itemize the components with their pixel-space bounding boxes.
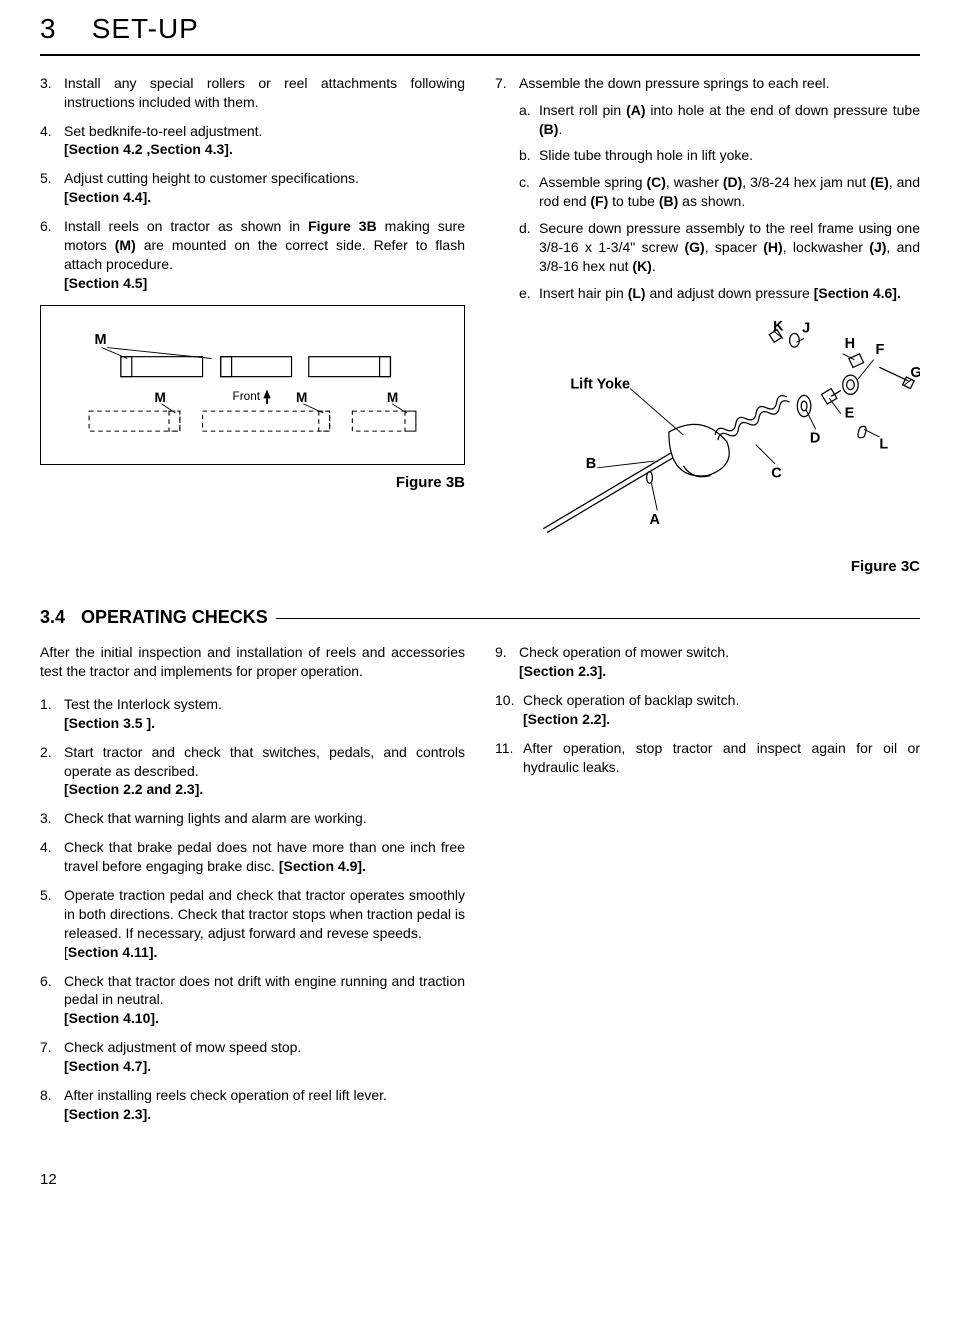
- setup-item-3: 3. Install any special rollers or reel a…: [40, 74, 465, 112]
- svg-text:M: M: [296, 390, 307, 405]
- check-10: 10. Check operation of backlap switch.[S…: [495, 691, 920, 729]
- setup-item-4: 4. Set bedknife-to-reel adjustment. [Sec…: [40, 122, 465, 160]
- heading-rule: [276, 618, 920, 619]
- setup-right-col: 7. Assemble the down pressure springs to…: [495, 74, 920, 577]
- check-6: 6. Check that tractor does not drift wit…: [40, 972, 465, 1029]
- setup-left-col: 3. Install any special rollers or reel a…: [40, 74, 465, 577]
- svg-text:Front: Front: [233, 389, 261, 403]
- checks-right-col: 9. Check operation of mower switch.[Sect…: [495, 643, 920, 1134]
- svg-text:D: D: [810, 430, 820, 446]
- setup-item-7: 7. Assemble the down pressure springs to…: [495, 74, 920, 311]
- svg-text:L: L: [879, 436, 888, 452]
- page-number: 12: [40, 1170, 920, 1190]
- svg-text:M: M: [154, 390, 165, 405]
- figure-3c-svg: K J H F G E D L C B A Lift Yoke: [495, 321, 920, 548]
- svg-text:F: F: [876, 342, 885, 358]
- figure-3b-box: M Front M M M: [40, 305, 465, 465]
- section-3-4-heading: 3.4 OPERATING CHECKS: [40, 605, 920, 629]
- check-2: 2. Start tractor and check that switches…: [40, 743, 465, 800]
- check-8: 8. After installing reels check operatio…: [40, 1086, 465, 1124]
- sub-a: a. Insert roll pin (A) into hole at the …: [519, 101, 920, 139]
- svg-text:C: C: [771, 465, 782, 481]
- checks-intro: After the initial inspection and install…: [40, 643, 465, 681]
- svg-text:E: E: [845, 405, 855, 421]
- svg-text:H: H: [845, 336, 855, 352]
- check-5: 5. Operate traction pedal and check that…: [40, 886, 465, 962]
- svg-text:G: G: [910, 365, 920, 381]
- chapter-num: 3: [40, 13, 57, 44]
- sub-e: e. Insert hair pin (L) and adjust down p…: [519, 284, 920, 303]
- chapter-title: SET-UP: [92, 13, 199, 44]
- svg-text:M: M: [95, 332, 107, 348]
- svg-text:J: J: [802, 321, 810, 337]
- setup-item-5: 5. Adjust cutting height to customer spe…: [40, 169, 465, 207]
- svg-text:M: M: [387, 390, 398, 405]
- sub-b: b. Slide tube through hole in lift yoke.: [519, 146, 920, 165]
- figure-3b-svg: M Front M M M: [55, 324, 450, 442]
- check-11: 11. After operation, stop tractor and in…: [495, 739, 920, 777]
- header-rule: [40, 54, 920, 56]
- check-9: 9. Check operation of mower switch.[Sect…: [495, 643, 920, 681]
- check-1: 1. Test the Interlock system.[Section 3.…: [40, 695, 465, 733]
- figure-3c-caption: Figure 3C: [495, 557, 920, 577]
- setup-item-6: 6. Install reels on tractor as shown in …: [40, 217, 465, 293]
- svg-text:B: B: [586, 456, 596, 472]
- sub-c: c. Assemble spring (C), washer (D), 3/8-…: [519, 173, 920, 211]
- svg-text:Lift Yoke: Lift Yoke: [570, 376, 630, 392]
- svg-text:A: A: [650, 512, 661, 528]
- sub-d: d. Secure down pressure assembly to the …: [519, 219, 920, 276]
- check-4: 4. Check that brake pedal does not have …: [40, 838, 465, 876]
- svg-text:K: K: [773, 321, 784, 335]
- check-7: 7. Check adjustment of mow speed stop.[S…: [40, 1038, 465, 1076]
- checks-columns: After the initial inspection and install…: [40, 643, 920, 1134]
- page-header: 3 SET-UP: [40, 10, 920, 48]
- setup-columns: 3. Install any special rollers or reel a…: [40, 74, 920, 577]
- check-3: 3. Check that warning lights and alarm a…: [40, 809, 465, 828]
- figure-3b-caption: Figure 3B: [40, 473, 465, 493]
- checks-left-col: After the initial inspection and install…: [40, 643, 465, 1134]
